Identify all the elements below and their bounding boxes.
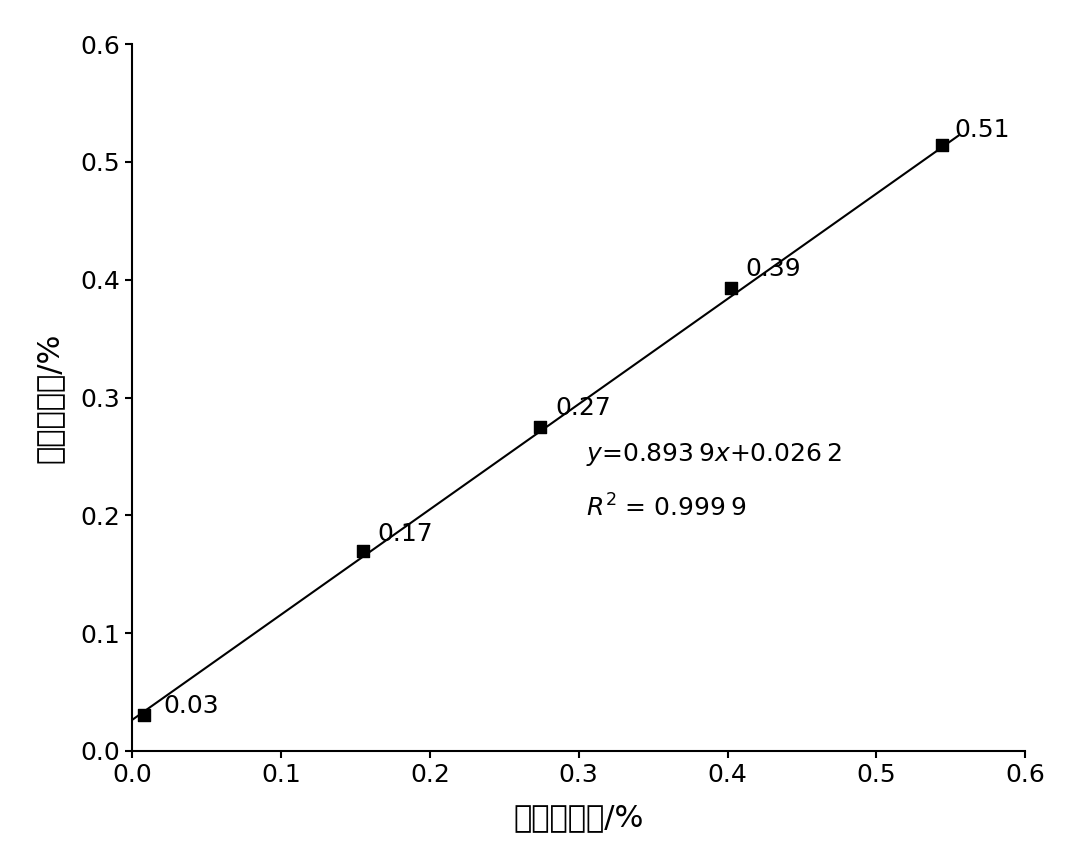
X-axis label: 实际含水率/%: 实际含水率/%: [513, 804, 644, 832]
Text: 0.03: 0.03: [163, 694, 219, 718]
Text: 0.39: 0.39: [745, 257, 801, 281]
Point: [354, 544, 372, 557]
Text: $R^2$ = 0.999 9: $R^2$ = 0.999 9: [586, 494, 746, 521]
Text: 0.51: 0.51: [954, 118, 1010, 142]
Text: $y$=0.893 9$x$+0.026 2: $y$=0.893 9$x$+0.026 2: [586, 441, 842, 468]
Text: 0.27: 0.27: [555, 396, 610, 420]
Point: [721, 281, 739, 295]
Point: [531, 420, 549, 434]
Point: [135, 708, 152, 722]
Y-axis label: 测试含水率/%: 测试含水率/%: [35, 332, 64, 463]
Text: 0.17: 0.17: [378, 522, 433, 546]
Point: [933, 139, 950, 153]
